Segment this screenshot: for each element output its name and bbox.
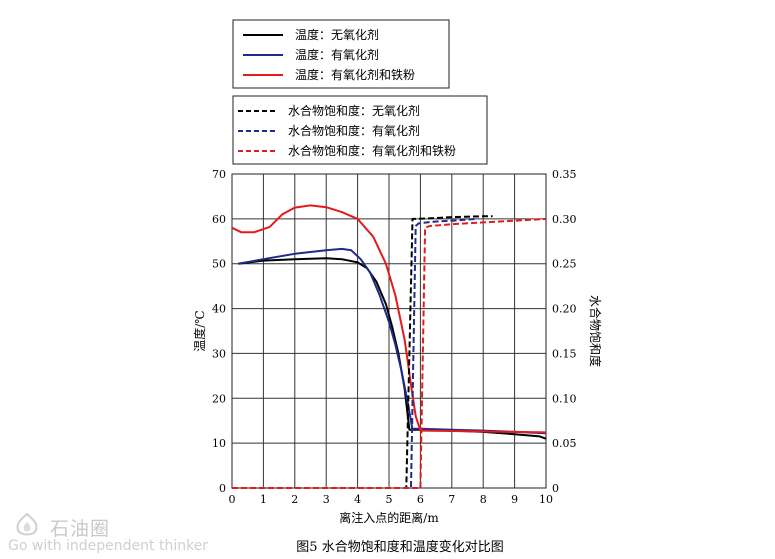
watermark: 石油圈 Go with independent thinker bbox=[6, 512, 226, 558]
series-line-6 bbox=[232, 217, 547, 489]
grid bbox=[232, 174, 546, 488]
y-left-tick-label: 40 bbox=[212, 303, 226, 316]
y-left-tick-label: 0 bbox=[219, 482, 226, 495]
y-right-tick-label: 0.05 bbox=[552, 437, 577, 450]
legend-temperature-frame bbox=[232, 19, 450, 89]
x-tick-label: 7 bbox=[448, 493, 455, 506]
watermark-slogan: Go with independent thinker bbox=[8, 538, 209, 554]
x-tick-label: 9 bbox=[511, 493, 518, 506]
y-right-tick-label: 0.35 bbox=[552, 168, 577, 181]
legend-temperature: 温度：无氧化剂 温度：有氧化剂 温度：有氧化剂和铁粉 bbox=[232, 19, 450, 89]
legend-saturation-frame bbox=[232, 95, 488, 165]
y-left-tick-label: 20 bbox=[212, 392, 226, 405]
x-tick-label: 1 bbox=[260, 493, 267, 506]
x-tick-label: 5 bbox=[386, 493, 393, 506]
legend-sat-label-2: 水合物饱和度：有氧化剂 bbox=[288, 123, 420, 138]
x-tick-label: 4 bbox=[354, 493, 361, 506]
y-right-tick-label: 0.20 bbox=[552, 303, 577, 316]
brand-logo-icon bbox=[16, 512, 38, 536]
x-tick-label: 3 bbox=[323, 493, 330, 506]
x-axis-label: 离注入点的距离/m bbox=[339, 510, 439, 525]
y-left-tick-label: 10 bbox=[212, 437, 226, 450]
legend-temp-label-2: 温度：有氧化剂 bbox=[295, 47, 379, 62]
x-tick-label: 6 bbox=[417, 493, 424, 506]
watermark-brand: 石油圈 bbox=[50, 518, 111, 540]
y-left-tick-label: 50 bbox=[212, 258, 226, 271]
y-left-tick-label: 60 bbox=[212, 213, 226, 226]
legend-temp-label-1: 温度：无氧化剂 bbox=[295, 27, 379, 42]
x-tick-label: 10 bbox=[539, 493, 553, 506]
series-group bbox=[231, 204, 547, 489]
series-line-3 bbox=[231, 204, 547, 434]
y-right-axis-label: 水合物饱和度 bbox=[588, 295, 603, 367]
y-left-tick-label: 70 bbox=[212, 168, 226, 181]
y-left-tick-label: 30 bbox=[212, 347, 226, 360]
y-right-tick-label: 0.30 bbox=[552, 213, 577, 226]
y-left-axis-label: 温度/℃ bbox=[192, 310, 207, 351]
chart-title: 图5 水合物饱和度和温度变化对比图 bbox=[296, 539, 503, 555]
legend-sat-label-3: 水合物饱和度：有氧化剂和铁粉 bbox=[288, 143, 456, 158]
y-right-tick-label: 0 bbox=[552, 482, 559, 495]
y-right-tick-label: 0.15 bbox=[552, 347, 577, 360]
legend-sat-label-1: 水合物饱和度：无氧化剂 bbox=[288, 103, 420, 118]
legend-saturation: 水合物饱和度：无氧化剂 水合物饱和度：有氧化剂 水合物饱和度：有氧化剂和铁粉 bbox=[232, 95, 488, 165]
x-tick-label: 2 bbox=[291, 493, 298, 506]
y-right-tick-label: 0.10 bbox=[552, 392, 577, 405]
tick-labels: 0 1 2 3 4 5 6 7 8 9 1001020304050607000.050.100.15… bbox=[212, 168, 577, 506]
legend-temp-label-3: 温度：有氧化剂和铁粉 bbox=[295, 67, 415, 82]
x-tick-label: 8 bbox=[480, 493, 487, 506]
series-line-2 bbox=[238, 247, 547, 435]
x-tick-label: 0 bbox=[229, 493, 236, 506]
y-right-tick-label: 0.25 bbox=[552, 258, 577, 271]
